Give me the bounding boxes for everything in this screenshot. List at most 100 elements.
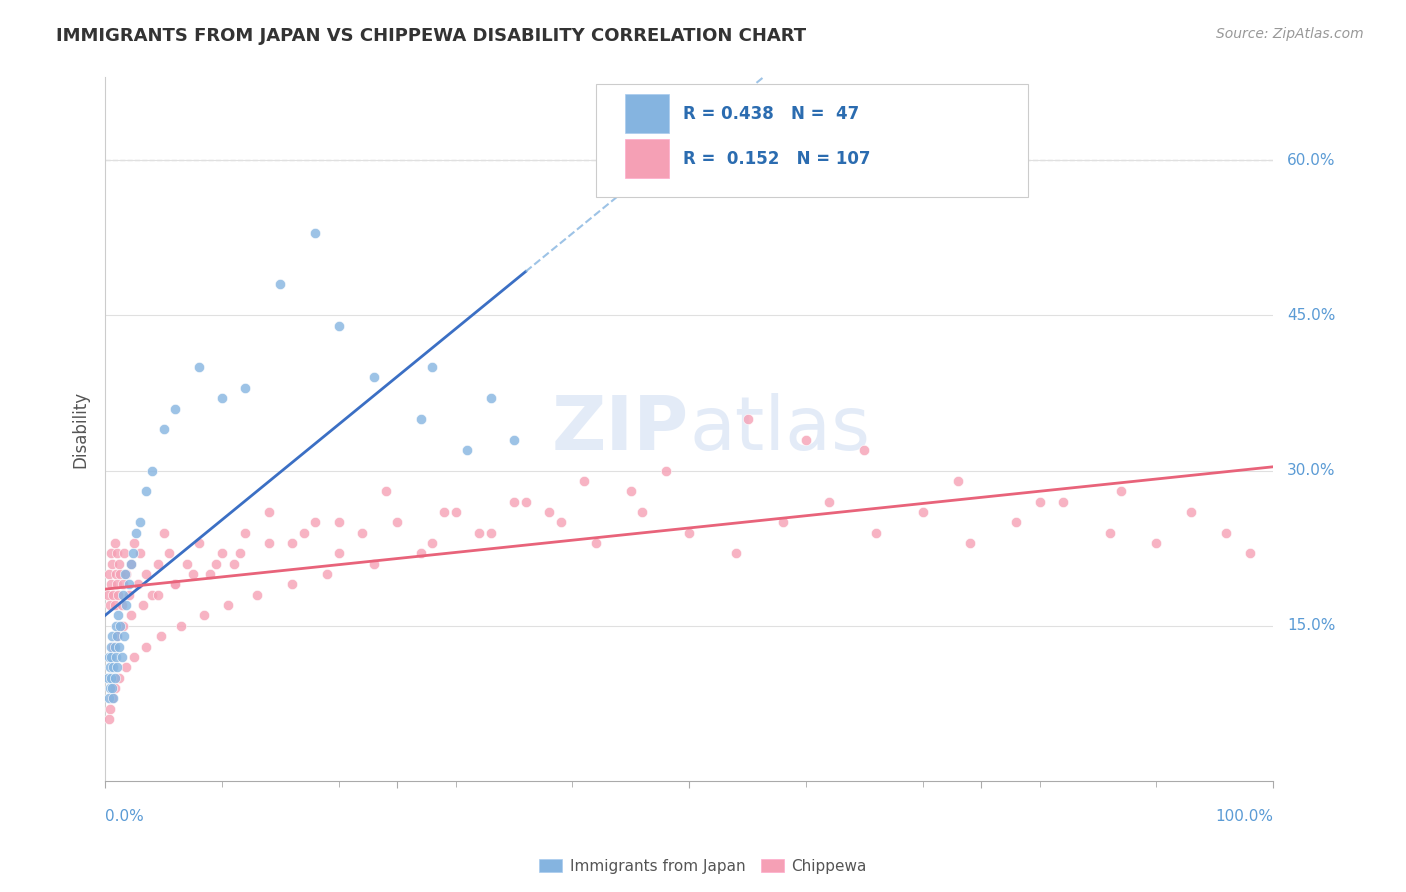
Point [159, 546, 181, 560]
Y-axis label: Disability: Disability [72, 391, 89, 467]
Point [550, 516, 572, 530]
Text: R = 0.438   N =  47: R = 0.438 N = 47 [683, 104, 859, 122]
Point [181, 567, 204, 582]
Text: Source: ZipAtlas.com: Source: ZipAtlas.com [1216, 27, 1364, 41]
Point [387, 516, 409, 530]
Point [108, 557, 131, 571]
Point [96, 588, 118, 602]
Point [100, 649, 122, 664]
Point [103, 660, 125, 674]
Point [737, 412, 759, 426]
Point [211, 546, 233, 560]
Point [165, 577, 187, 591]
Point [946, 474, 969, 488]
Point [503, 494, 526, 508]
Point [111, 577, 134, 591]
Point [222, 557, 245, 571]
Point [108, 640, 131, 654]
Point [112, 629, 135, 643]
FancyBboxPatch shape [624, 95, 669, 133]
Point [228, 546, 250, 560]
Point [235, 381, 257, 395]
Point [150, 629, 173, 643]
Text: 60.0%: 60.0% [1288, 153, 1336, 168]
Point [176, 557, 198, 571]
Point [257, 536, 280, 550]
Point [170, 619, 193, 633]
Point [1180, 505, 1202, 519]
Point [103, 691, 125, 706]
Point [103, 588, 125, 602]
Point [794, 433, 817, 447]
Point [100, 640, 122, 654]
Point [115, 598, 138, 612]
Point [104, 619, 127, 633]
Point [269, 277, 291, 292]
Point [117, 588, 139, 602]
Point [104, 567, 127, 582]
Point [100, 546, 122, 560]
Point [444, 505, 467, 519]
Point [911, 505, 934, 519]
Point [115, 567, 138, 582]
Point [98, 660, 121, 674]
FancyBboxPatch shape [596, 85, 1028, 197]
Point [129, 516, 152, 530]
Point [124, 649, 146, 664]
Point [122, 546, 145, 560]
Point [98, 598, 121, 612]
Point [205, 557, 228, 571]
Text: 30.0%: 30.0% [1288, 463, 1336, 478]
Point [193, 608, 215, 623]
Point [187, 360, 209, 375]
Point [96, 671, 118, 685]
Point [111, 588, 134, 602]
Point [165, 577, 187, 591]
Point [108, 671, 131, 685]
Point [105, 629, 128, 643]
Point [433, 505, 456, 519]
Point [211, 391, 233, 405]
Point [281, 536, 304, 550]
Point [678, 525, 700, 540]
Text: R =  0.152   N = 107: R = 0.152 N = 107 [683, 150, 870, 168]
Point [110, 598, 132, 612]
Point [98, 681, 121, 695]
Point [146, 588, 169, 602]
Point [235, 525, 257, 540]
Point [217, 598, 239, 612]
Point [100, 577, 122, 591]
Point [101, 629, 124, 643]
Point [105, 629, 128, 643]
Point [120, 557, 142, 571]
Point [585, 536, 607, 550]
Point [304, 516, 326, 530]
Point [135, 484, 157, 499]
Point [110, 649, 132, 664]
Point [1215, 525, 1237, 540]
Point [537, 505, 560, 519]
Point [620, 484, 643, 499]
Point [468, 525, 491, 540]
Point [363, 557, 385, 571]
Point [107, 588, 129, 602]
Point [98, 701, 121, 715]
Point [152, 422, 174, 436]
Point [127, 577, 149, 591]
Point [292, 525, 315, 540]
Point [111, 619, 134, 633]
Point [1111, 484, 1133, 499]
Point [853, 442, 876, 457]
Point [112, 546, 135, 560]
Point [420, 360, 443, 375]
Point [257, 505, 280, 519]
Point [456, 442, 478, 457]
Point [1098, 525, 1121, 540]
Point [187, 536, 209, 550]
FancyBboxPatch shape [624, 139, 669, 178]
Point [420, 536, 443, 550]
Point [152, 525, 174, 540]
Point [409, 546, 432, 560]
Point [165, 401, 187, 416]
Point [363, 370, 385, 384]
